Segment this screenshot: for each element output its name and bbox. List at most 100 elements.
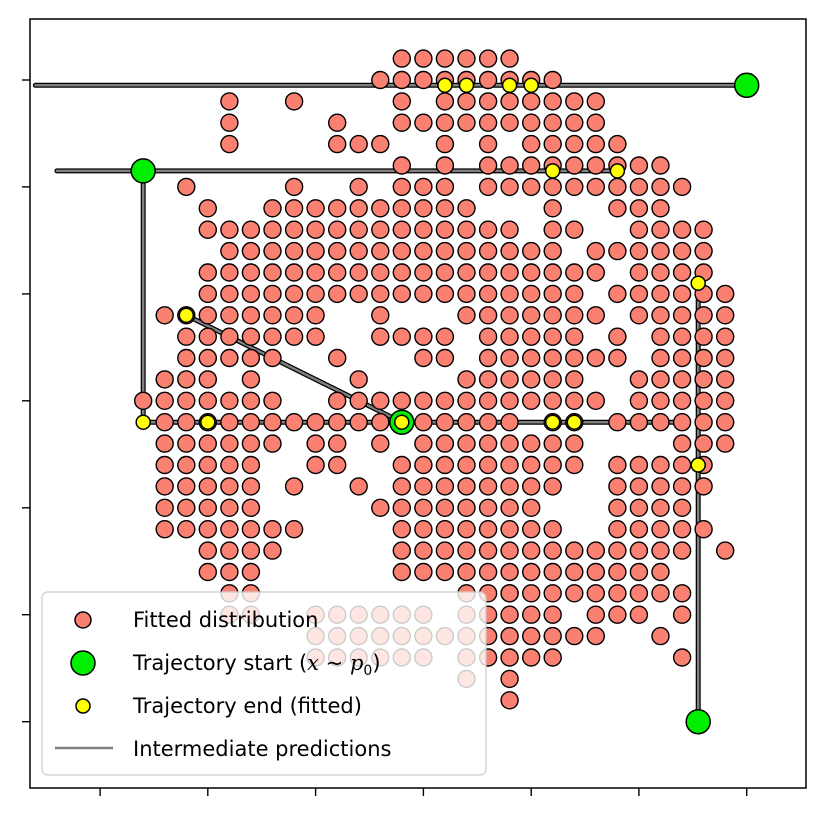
trajectory-end-point [501, 77, 518, 94]
fitted-point [220, 284, 239, 304]
legend-start-label-suffix: ) [372, 651, 380, 675]
trajectory-end-point [178, 307, 195, 324]
fitted-point [392, 498, 411, 517]
legend-start-label-sub: 0 [363, 663, 372, 679]
fitted-point [371, 220, 390, 239]
fitted-point [651, 455, 670, 475]
fitted-point [220, 391, 239, 410]
legend-start-marker [70, 650, 96, 676]
fitted-point [500, 241, 519, 261]
fitted-point [500, 605, 519, 624]
fitted-point [457, 220, 476, 239]
fitted-point [629, 584, 649, 603]
fitted-point [478, 391, 498, 410]
axis-ticks [22, 79, 748, 796]
fitted-point [349, 391, 368, 410]
fitted-point [284, 413, 304, 432]
fitted-point [198, 306, 218, 325]
fitted-point [522, 562, 541, 582]
fitted-point [457, 92, 476, 111]
fitted-point [694, 434, 713, 453]
fitted-point [414, 113, 433, 132]
fitted-point [672, 605, 692, 624]
fitted-point [651, 284, 670, 304]
legend-start-label-p: p [350, 651, 363, 675]
fitted-point [543, 134, 562, 154]
fitted-point [220, 477, 239, 496]
fitted-point [241, 220, 261, 239]
fitted-point [608, 520, 627, 539]
fitted-point [586, 92, 605, 111]
fitted-point [284, 284, 304, 304]
fitted-point [284, 477, 304, 496]
fitted-point [371, 263, 390, 282]
fitted-point [263, 541, 282, 560]
fitted-point [306, 455, 325, 475]
fitted-point [629, 199, 649, 218]
fitted-point [543, 391, 562, 410]
fitted-point [608, 177, 627, 197]
fitted-point [608, 455, 627, 475]
fitted-point [522, 477, 541, 496]
fitted-point [306, 284, 325, 304]
legend-fitted-marker [74, 611, 92, 629]
fitted-point [500, 691, 519, 710]
fitted-point [543, 626, 562, 646]
fitted-point [651, 520, 670, 539]
fitted-point [586, 134, 605, 154]
fitted-point [478, 70, 498, 90]
fitted-point [306, 241, 325, 261]
fitted-point [651, 156, 670, 175]
fitted-point [651, 626, 670, 646]
fitted-point [328, 134, 347, 154]
fitted-point [565, 348, 584, 368]
trajectory-end-point [200, 414, 216, 430]
fitted-point [328, 241, 347, 261]
fitted-point [522, 113, 541, 132]
fitted-point [500, 477, 519, 496]
fitted-point [522, 434, 541, 453]
trajectory-end-point [135, 414, 151, 430]
fitted-point [263, 306, 282, 325]
legend-start-label-prefix: Trajectory start ( [132, 651, 307, 675]
fitted-point [435, 284, 455, 304]
fitted-point [328, 199, 347, 218]
fitted-point [349, 134, 368, 154]
fitted-point [457, 263, 476, 282]
fitted-point [392, 241, 411, 261]
fitted-point [478, 541, 498, 560]
trajectory-ends-layer [135, 77, 706, 473]
fitted-point [543, 455, 562, 475]
fitted-point [435, 220, 455, 239]
fitted-point [392, 520, 411, 539]
fitted-point [651, 370, 670, 389]
fitted-point [608, 605, 627, 624]
fitted-point [629, 541, 649, 560]
fitted-point [435, 241, 455, 261]
fitted-point [543, 284, 562, 304]
fitted-point [629, 284, 649, 304]
fitted-point [349, 413, 368, 432]
fitted-point [651, 263, 670, 282]
fitted-point [155, 306, 174, 325]
legend-end-marker [75, 698, 91, 714]
fitted-point [565, 391, 584, 410]
fitted-point [328, 413, 347, 432]
trajectory-end-point [544, 414, 561, 430]
fitted-point [629, 306, 649, 325]
fitted-point [716, 391, 735, 410]
fitted-point [629, 391, 649, 410]
fitted-point [522, 605, 541, 624]
fitted-point [349, 477, 368, 496]
fitted-point [478, 306, 498, 325]
fitted-point [198, 370, 218, 389]
fitted-point [198, 541, 218, 560]
fitted-point [392, 327, 411, 346]
fitted-point [565, 562, 584, 582]
fitted-point [651, 477, 670, 496]
fitted-point [435, 413, 455, 432]
trajectory-end-point [458, 77, 475, 94]
legend-start-label-sim: ~ [319, 651, 350, 675]
fitted-point [565, 434, 584, 453]
fitted-point [500, 220, 519, 239]
